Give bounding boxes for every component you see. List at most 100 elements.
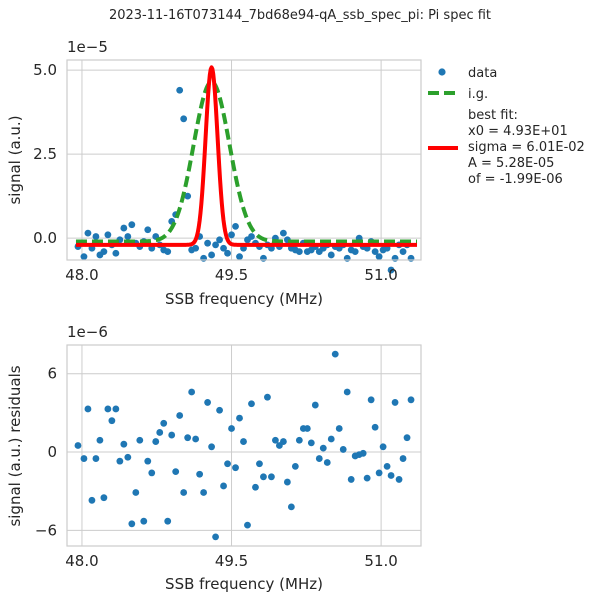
- fit-plot-data-point: [208, 251, 215, 259]
- residuals-plot-data-point: [283, 478, 291, 486]
- residuals-plot-data-point: [303, 425, 311, 432]
- residuals-plot-data-point: [387, 472, 395, 479]
- fit-plot-data-point: [212, 241, 219, 249]
- figure-suptitle: 2023-11-16T073144_7bd68e94-qA_ssb_spec_p…: [109, 8, 491, 23]
- residuals-plot-data-point: [108, 417, 116, 425]
- fit-plot-data-point: [371, 248, 379, 255]
- residuals-plot-data-point: [323, 459, 331, 466]
- residuals-plot-data-point: [208, 443, 215, 451]
- residuals-plot-ytick-label: 6: [47, 365, 57, 383]
- fit-plot-ytick-label: 2.5: [33, 145, 57, 163]
- fit-plot-data-point: [124, 233, 132, 240]
- residuals-plot-series: [74, 350, 415, 541]
- fit-plot-data-point: [120, 224, 128, 232]
- fit-plot-grid: [67, 60, 421, 260]
- fit-plot-data-point: [248, 233, 255, 240]
- residuals-plot-data-point: [264, 393, 271, 401]
- fit-plot-xtick-label: 49.5: [215, 266, 248, 284]
- residuals-plot-data-point: [367, 396, 375, 404]
- legend: data i.g. best fit: x0 = 4.93E+01 sigma …: [428, 66, 585, 187]
- residuals-plot-data-point: [256, 460, 263, 468]
- fit-plot-data-point: [216, 236, 223, 244]
- residuals-plot-data-point: [307, 439, 315, 447]
- legend-data-label: data: [468, 66, 497, 81]
- residuals-plot-data-point: [335, 425, 343, 432]
- residuals-plot-data-point: [148, 469, 156, 477]
- residuals-plot-data-point: [96, 436, 104, 444]
- residuals-plot-ytick-label: −6: [35, 521, 57, 539]
- fit-plot-data-point: [387, 266, 395, 274]
- fit-plot-data-point: [224, 249, 231, 257]
- fit-plot-ytick-label: 5.0: [33, 61, 57, 79]
- residuals-plot-data-point: [176, 412, 184, 419]
- residuals-plot-data-point: [371, 423, 379, 431]
- fit-plot-xlabel: SSB frequency (MHz): [165, 290, 323, 308]
- residuals-plot-data-point: [144, 457, 152, 465]
- fit-plot-data-point: [192, 244, 200, 252]
- fit-plot-best-fit-line: [74, 65, 419, 247]
- residuals-plot-ylabel: signal (a.u.) residuals: [6, 365, 24, 526]
- residuals-plot-ytick-label: 0: [47, 443, 57, 461]
- residuals-plot-data-point: [184, 434, 192, 442]
- residuals-plot-data-point: [128, 520, 136, 528]
- fit-plot-data-point: [375, 253, 383, 261]
- residuals-plot-xtick-label: 51.0: [364, 552, 397, 570]
- legend-ig-label: i.g.: [468, 87, 488, 102]
- legend-fit-amplitude: A = 5.28E-05: [468, 156, 554, 171]
- legend-fit-x0: x0 = 4.93E+01: [468, 124, 568, 139]
- residuals-plot-data-point: [204, 399, 212, 406]
- residuals-plot-data-point: [200, 489, 208, 496]
- fit-plot-data-point: [80, 253, 88, 261]
- fit-plot-data-point: [164, 248, 172, 255]
- residuals-plot-data-point: [343, 388, 351, 396]
- residuals-plot-ticks: 48.0 49.5 51.0 −6 0 6: [35, 365, 398, 570]
- residuals-plot-data-point: [136, 436, 144, 444]
- residuals-plot-data-point: [248, 400, 255, 408]
- residuals-plot-data-point: [92, 455, 100, 462]
- residuals-plot-data-point: [236, 414, 243, 422]
- legend-fit-title: best fit:: [468, 108, 518, 123]
- residuals-plot-offset-text: 1e−6: [67, 323, 108, 341]
- fit-plot-data-point: [112, 249, 120, 257]
- residuals-plot-data-point: [232, 464, 239, 472]
- fit-plot-series: [74, 65, 419, 274]
- fit-plot: 48.0 49.5 51.0 0.0 2.5 5.0 1e−5 SSB frequency…: [6, 38, 422, 308]
- residuals-plot-data-point: [88, 496, 96, 504]
- residuals-plot-data-point: [240, 438, 247, 445]
- residuals-plot-data-point: [244, 521, 251, 529]
- fit-plot-data-point: [399, 248, 407, 255]
- residuals-plot-data-point: [196, 470, 204, 478]
- residuals-plot-data-point: [407, 396, 415, 404]
- fit-plot-data-point: [204, 239, 212, 247]
- residuals-plot-data-point: [224, 460, 231, 468]
- residuals-plot-data-point: [287, 503, 295, 511]
- residuals-plot-data-point: [156, 429, 164, 436]
- residuals-plot-data-point: [268, 473, 275, 481]
- fit-plot-ytick-label: 0.0: [33, 229, 57, 247]
- residuals-plot-data-point: [100, 494, 108, 502]
- fit-plot-data-point: [128, 221, 136, 229]
- residuals-plot-data-point: [124, 453, 132, 461]
- residuals-plot-data-point: [212, 533, 219, 541]
- residuals-plot-data-point: [403, 434, 411, 442]
- fit-plot-data-point: [279, 229, 287, 237]
- residuals-plot-data-point: [74, 442, 82, 449]
- fit-plot-data-point: [104, 231, 112, 239]
- residuals-plot-data-point: [228, 425, 235, 432]
- residuals-plot-data-point: [104, 405, 112, 413]
- fit-plot-data-point: [407, 254, 415, 262]
- fit-plot-data-point: [295, 248, 303, 255]
- fit-plot-data-point: [180, 115, 188, 123]
- residuals-plot-data-point: [359, 449, 367, 457]
- residuals-plot-xtick-label: 49.5: [215, 552, 248, 570]
- residuals-plot-data-point: [132, 489, 140, 496]
- fit-plot-data-point: [100, 248, 108, 255]
- fit-plot-data-point: [144, 226, 152, 234]
- residuals-plot-data-point: [152, 438, 160, 445]
- residuals-plot-data-point: [112, 405, 120, 413]
- residuals-plot-data-point: [339, 446, 347, 453]
- fit-plot-ylabel: signal (a.u.): [6, 115, 24, 204]
- legend-data-marker: [438, 68, 446, 76]
- residuals-plot-data-point: [363, 474, 371, 482]
